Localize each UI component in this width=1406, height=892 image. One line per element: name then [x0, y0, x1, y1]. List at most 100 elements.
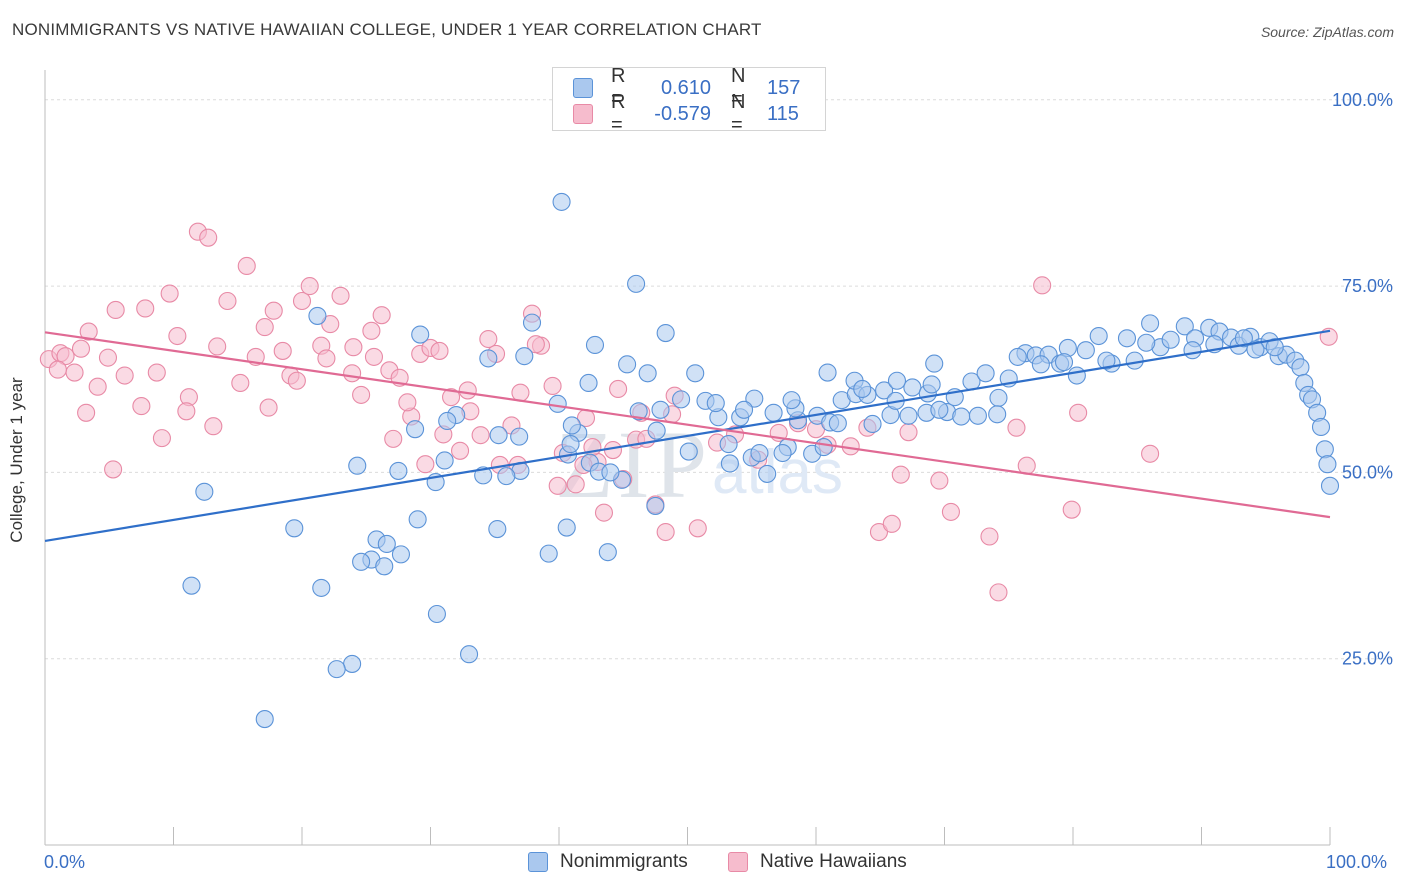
- data-point-nonimmigrants: [925, 354, 944, 373]
- y-tick-label: 75.0%: [1342, 276, 1393, 296]
- data-point-nonimmigrants: [285, 519, 304, 538]
- data-point-nonimmigrants: [548, 394, 567, 413]
- data-point-nonimmigrants: [903, 378, 922, 397]
- n-label: N =: [731, 65, 746, 110]
- data-point-native-hawaiians: [255, 318, 274, 337]
- data-point-nonimmigrants: [745, 389, 764, 408]
- data-point-nonimmigrants: [1097, 351, 1116, 370]
- data-point-nonimmigrants: [627, 274, 646, 293]
- axes: [44, 70, 1331, 846]
- data-point-native-hawaiians: [321, 315, 340, 334]
- data-point-native-hawaiians: [231, 373, 250, 393]
- data-point-nonimmigrants: [488, 519, 507, 539]
- data-point-native-hawaiians: [115, 366, 134, 385]
- data-point-nonimmigrants: [343, 654, 362, 673]
- data-point-native-hawaiians: [177, 402, 196, 421]
- data-point-native-hawaiians: [259, 398, 278, 417]
- data-point-nonimmigrants: [1117, 329, 1137, 348]
- data-point-native-hawaiians: [104, 460, 123, 479]
- data-point-native-hawaiians: [48, 360, 67, 379]
- data-point-nonimmigrants: [510, 427, 529, 446]
- data-point-nonimmigrants: [391, 545, 410, 564]
- data-point-nonimmigrants: [389, 461, 408, 480]
- data-point-native-hawaiians: [398, 393, 417, 412]
- data-point-nonimmigrants: [647, 421, 666, 440]
- data-point-nonimmigrants: [1141, 314, 1160, 333]
- data-point-nonimmigrants: [497, 467, 516, 486]
- data-point-nonimmigrants: [585, 335, 605, 355]
- data-point-native-hawaiians: [300, 277, 319, 296]
- data-point-native-hawaiians: [882, 514, 901, 533]
- data-point-nonimmigrants: [1089, 326, 1108, 346]
- data-point-native-hawaiians: [416, 455, 435, 474]
- data-point-nonimmigrants: [411, 325, 430, 344]
- data-point-nonimmigrants: [719, 435, 738, 454]
- data-point-nonimmigrants: [758, 464, 777, 483]
- data-point-nonimmigrants: [561, 435, 580, 454]
- data-point-native-hawaiians: [264, 301, 283, 320]
- data-point-nonimmigrants: [598, 543, 617, 562]
- correlation-legend: R = 0.610 N = 157 R = -0.579 N = 115: [552, 65, 826, 136]
- data-point-nonimmigrants: [638, 364, 657, 383]
- data-point-nonimmigrants: [814, 438, 833, 457]
- data-point-nonimmigrants: [557, 518, 576, 537]
- data-point-native-hawaiians: [451, 441, 470, 460]
- data-point-nonimmigrants: [679, 442, 698, 461]
- data-point-nonimmigrants: [706, 394, 725, 413]
- data-point-native-hawaiians: [77, 403, 96, 422]
- data-point-native-hawaiians: [136, 299, 155, 318]
- data-point-nonimmigrants: [782, 391, 801, 410]
- r-label: R =: [611, 91, 626, 136]
- data-point-nonimmigrants: [1311, 417, 1331, 436]
- data-point-native-hawaiians: [980, 527, 999, 546]
- data-point-nonimmigrants: [618, 355, 637, 374]
- data-point-nonimmigrants: [734, 400, 754, 419]
- data-point-nonimmigrants: [773, 443, 792, 463]
- data-point-native-hawaiians: [1141, 444, 1160, 463]
- chart-title: NONIMMIGRANTS VS NATIVE HAWAIIAN COLLEGE…: [12, 20, 762, 39]
- data-point-nonimmigrants: [255, 710, 274, 729]
- data-point-native-hawaiians: [471, 426, 490, 445]
- data-point-native-hawaiians: [343, 364, 362, 383]
- data-point-native-hawaiians: [88, 377, 107, 396]
- data-point-native-hawaiians: [147, 363, 166, 382]
- data-point-native-hawaiians: [941, 502, 960, 521]
- series-nonimmigrants: [182, 192, 1340, 729]
- data-point-native-hawaiians: [430, 341, 449, 360]
- data-point-nonimmigrants: [720, 454, 739, 473]
- data-point-native-hawaiians: [79, 322, 98, 341]
- data-point-nonimmigrants: [1265, 338, 1284, 357]
- data-point-native-hawaiians: [688, 519, 707, 538]
- legend-item-nonimmigrants: Nonimmigrants: [528, 851, 688, 873]
- data-point-nonimmigrants: [562, 416, 581, 435]
- data-point-nonimmigrants: [489, 426, 508, 445]
- data-point-native-hawaiians: [899, 423, 918, 442]
- data-point-native-hawaiians: [869, 522, 889, 542]
- data-point-nonimmigrants: [764, 403, 783, 422]
- data-point-nonimmigrants: [1315, 440, 1334, 459]
- data-point-nonimmigrants: [1175, 317, 1194, 336]
- data-point-native-hawaiians: [237, 256, 256, 276]
- data-point-native-hawaiians: [292, 291, 312, 311]
- data-point-native-hawaiians: [362, 321, 381, 340]
- r-value: -0.579: [654, 102, 711, 125]
- data-point-nonimmigrants: [1067, 366, 1086, 385]
- data-point-nonimmigrants: [1008, 347, 1027, 366]
- data-point-nonimmigrants: [348, 456, 367, 475]
- data-point-nonimmigrants: [651, 400, 670, 419]
- data-point-native-hawaiians: [656, 522, 675, 542]
- data-point-nonimmigrants: [408, 510, 427, 529]
- data-point-nonimmigrants: [1318, 455, 1337, 474]
- trend-lines: [44, 329, 1331, 543]
- data-point-nonimmigrants: [435, 451, 454, 470]
- data-point-nonimmigrants: [459, 645, 479, 664]
- trend-line-nonimmigrants: [44, 329, 1331, 543]
- legend-swatch-native-hawaiians: [728, 852, 748, 872]
- data-point-nonimmigrants: [522, 313, 542, 332]
- data-point-nonimmigrants: [952, 407, 971, 426]
- data-point-native-hawaiians: [364, 347, 384, 366]
- data-point-native-hawaiians: [609, 379, 628, 398]
- data-point-nonimmigrants: [1183, 341, 1202, 360]
- data-point-native-hawaiians: [989, 583, 1008, 602]
